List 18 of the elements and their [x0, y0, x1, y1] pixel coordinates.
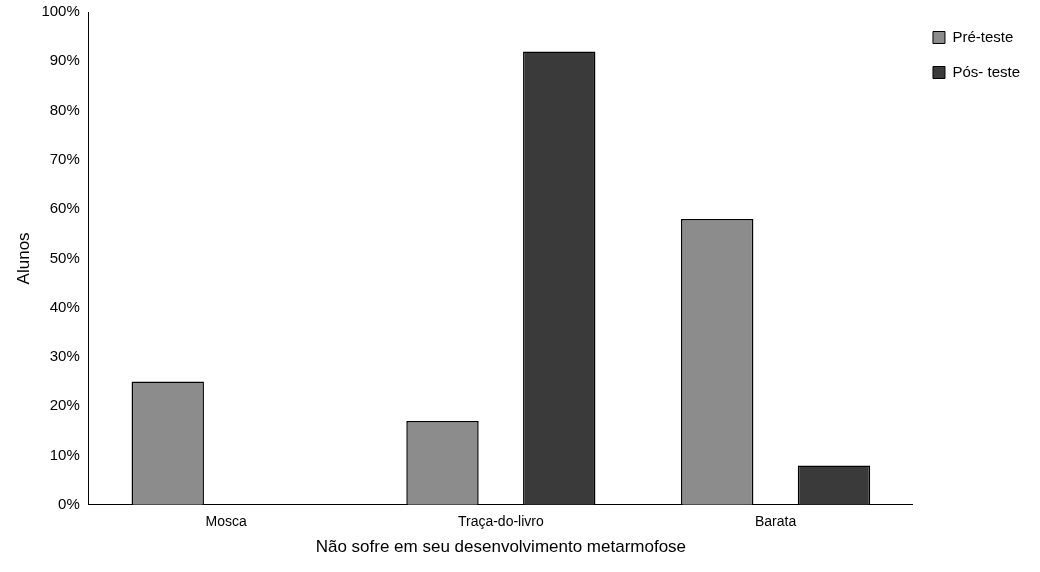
y-tick-label: 60%: [49, 199, 80, 217]
y-tick-label: 0%: [58, 494, 80, 512]
legend-label: Pós- teste: [952, 62, 1020, 80]
x-tick-label: Traça-do-livro: [457, 513, 544, 530]
y-axis-title: Alunos: [13, 232, 33, 285]
y-tick-label: 40%: [49, 297, 80, 315]
legend-label: Pré-teste: [952, 27, 1014, 45]
y-tick-label: 90%: [49, 51, 80, 69]
y-tick-label: 70%: [49, 149, 80, 167]
y-tick-label: 30%: [49, 347, 80, 365]
x-axis-title: Não sofre em seu desenvolvimento metarmofose: [315, 537, 687, 557]
x-tick-label: Barata: [754, 513, 797, 530]
y-tick-label: 80%: [49, 100, 80, 118]
y-tick-label: 10%: [49, 445, 80, 463]
y-tick-label: 20%: [49, 396, 80, 414]
y-tick-label: 50%: [49, 248, 80, 266]
y-tick-label: 100%: [41, 2, 80, 20]
x-tick-label: Mosca: [205, 513, 247, 530]
